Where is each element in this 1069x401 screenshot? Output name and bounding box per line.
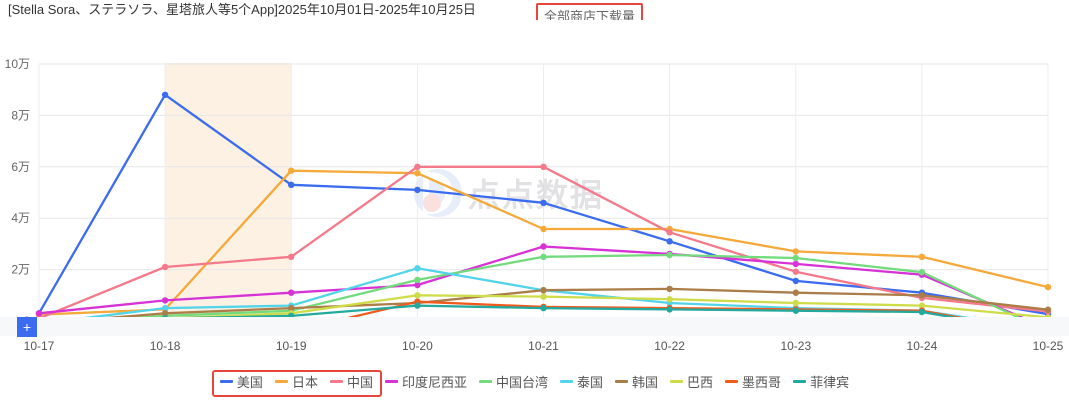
svg-text:8万: 8万 <box>11 108 30 122</box>
svg-text:点点数据: 点点数据 <box>468 177 604 213</box>
svg-text:10-22: 10-22 <box>654 339 685 353</box>
svg-text:10-23: 10-23 <box>780 339 811 353</box>
svg-text:10-17: 10-17 <box>24 339 55 353</box>
svg-text:10-24: 10-24 <box>907 339 938 353</box>
svg-text:10万: 10万 <box>5 57 30 71</box>
svg-text:10-25: 10-25 <box>1033 339 1064 353</box>
svg-text:10-20: 10-20 <box>402 339 433 353</box>
svg-text:10-19: 10-19 <box>276 339 307 353</box>
svg-text:10-18: 10-18 <box>150 339 181 353</box>
svg-text:[Stella Sora、ステラソラ、星塔旅人等5个App]: [Stella Sora、ステラソラ、星塔旅人等5个App]2025年10月01… <box>8 2 476 17</box>
svg-text:10-21: 10-21 <box>528 339 559 353</box>
svg-text:4万: 4万 <box>11 211 30 225</box>
svg-text:2万: 2万 <box>11 263 30 277</box>
svg-text:6万: 6万 <box>11 160 30 174</box>
